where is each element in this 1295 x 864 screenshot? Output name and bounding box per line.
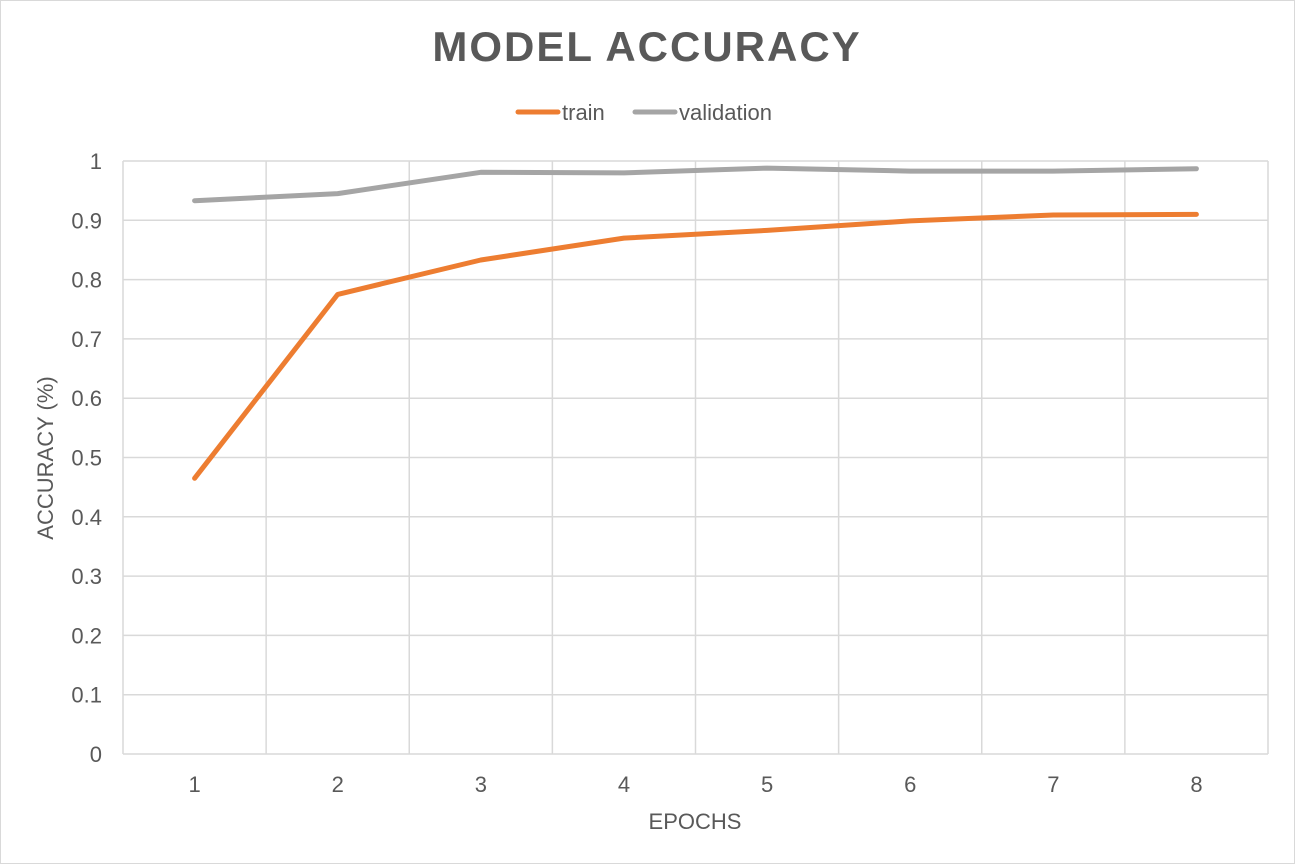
x-tick-label: 3: [475, 772, 487, 797]
series-lines: [192, 165, 1199, 481]
x-tick-label: 8: [1190, 772, 1202, 797]
x-tick-label: 2: [332, 772, 344, 797]
y-tick-label: 0.8: [71, 268, 102, 293]
y-tick-label: 0: [90, 742, 102, 767]
y-tick-label: 0.7: [71, 327, 102, 352]
x-tick-label: 5: [761, 772, 773, 797]
legend: train validation: [515, 100, 772, 125]
legend-label-train: train: [562, 100, 605, 125]
legend-label-validation: validation: [679, 100, 772, 125]
x-tick-label: 6: [904, 772, 916, 797]
x-axis-title: EPOCHS: [649, 809, 742, 834]
y-tick-label: 0.6: [71, 386, 102, 411]
x-tick-labels: 1 2 3 4 5 6 7 8: [188, 772, 1202, 797]
series-line-train: [192, 211, 1199, 481]
grid-lines: [122, 160, 1269, 755]
y-tick-label: 1: [90, 149, 102, 174]
y-tick-label: 0.4: [71, 505, 102, 530]
y-axis-title: ACCURACY (%): [33, 376, 58, 539]
x-tick-label: 4: [618, 772, 630, 797]
y-tick-label: 0.2: [71, 623, 102, 648]
y-tick-label: 0.5: [71, 446, 102, 471]
y-tick-label: 0.1: [71, 683, 102, 708]
series-line-validation: [192, 165, 1199, 204]
y-tick-label: 0.9: [71, 208, 102, 233]
chart-title: MODEL ACCURACY: [432, 23, 861, 70]
y-tick-label: 0.3: [71, 564, 102, 589]
x-tick-label: 1: [188, 772, 200, 797]
x-tick-label: 7: [1047, 772, 1059, 797]
y-tick-labels: 0 0.1 0.2 0.3 0.4 0.5 0.6 0.7 0.8 0.9 1: [71, 149, 102, 767]
